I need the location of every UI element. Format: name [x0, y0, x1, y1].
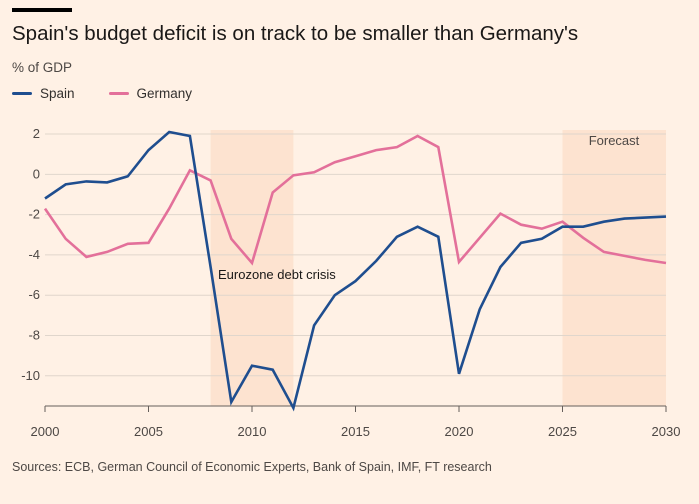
- x-tick-label: 2010: [238, 424, 267, 439]
- legend-swatch-spain: [12, 92, 32, 95]
- legend-item-spain: Spain: [12, 86, 75, 101]
- y-tick-label: -2: [28, 207, 40, 222]
- y-tick-label: -4: [28, 247, 40, 262]
- top-rule: [12, 8, 72, 12]
- y-tick-label: -10: [21, 368, 40, 383]
- annotation-forecast: Forecast: [589, 133, 640, 148]
- legend: Spain Germany: [12, 86, 226, 101]
- x-tick-label: 2030: [652, 424, 681, 439]
- series-line-germany: [43, 134, 667, 266]
- x-tick-label: 2005: [134, 424, 163, 439]
- shaded-region-2: [562, 130, 666, 406]
- series-lines: [43, 130, 667, 412]
- legend-label-spain: Spain: [40, 86, 75, 101]
- chart-title: Spain's budget deficit is on track to be…: [12, 22, 579, 45]
- y-tick-label: -6: [28, 287, 40, 302]
- y-tick-label: 2: [33, 126, 40, 141]
- legend-item-germany: Germany: [108, 86, 193, 101]
- y-tick-labels: 2 0 -2 -4 -6 -8 -10: [21, 126, 40, 383]
- x-tick-label: 2000: [31, 424, 60, 439]
- x-tick-label: 2015: [341, 424, 370, 439]
- source-note: Sources: ECB, German Council of Economic…: [12, 460, 492, 474]
- annotations: Eurozone debt crisis Forecast: [218, 133, 640, 282]
- y-tick-label: -8: [28, 327, 40, 342]
- annotation-eurozone-debt-crisis: Eurozone debt crisis: [218, 267, 336, 282]
- x-tick-labels: 2000 2005 2010 2015 2020 2025 2030: [31, 406, 681, 439]
- x-tick-label: 2025: [548, 424, 577, 439]
- legend-label-germany: Germany: [136, 86, 193, 101]
- chart-subtitle: % of GDP: [12, 60, 73, 75]
- legend-swatch-germany: [108, 92, 129, 95]
- x-tick-label: 2020: [445, 424, 474, 439]
- series-line-spain: [44, 130, 667, 412]
- y-tick-label: 0: [33, 166, 40, 181]
